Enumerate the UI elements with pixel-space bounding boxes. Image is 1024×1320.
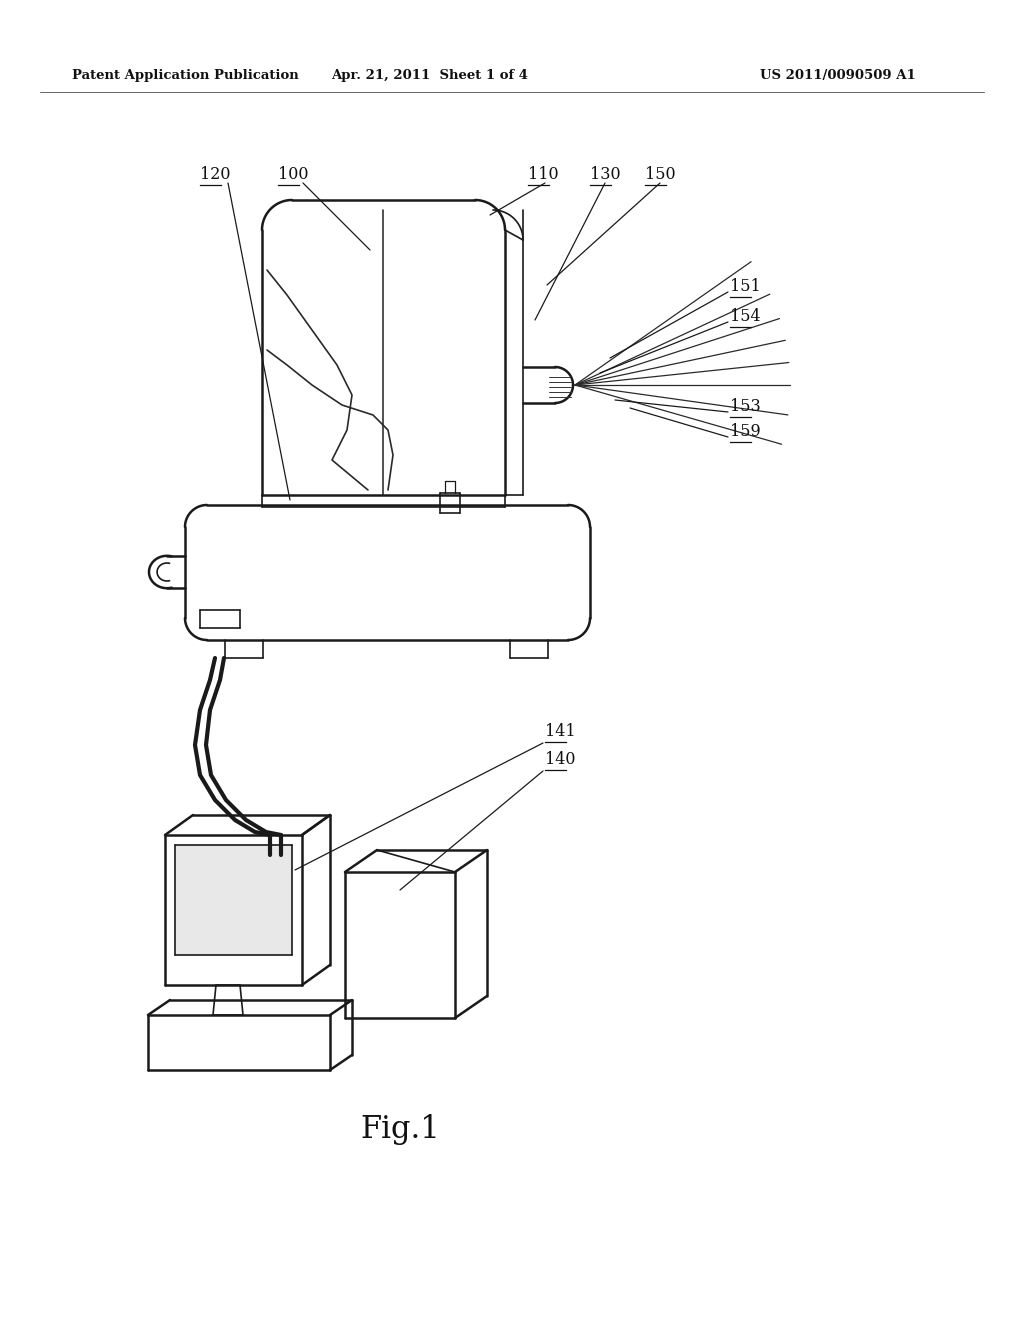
Bar — [175, 845, 292, 954]
Text: 140: 140 — [545, 751, 575, 768]
Text: Patent Application Publication: Patent Application Publication — [72, 69, 299, 82]
Text: Apr. 21, 2011  Sheet 1 of 4: Apr. 21, 2011 Sheet 1 of 4 — [332, 69, 528, 82]
Text: 150: 150 — [645, 166, 676, 183]
Text: 141: 141 — [545, 723, 575, 741]
Text: Fig.1: Fig.1 — [360, 1114, 440, 1144]
Text: 120: 120 — [200, 166, 230, 183]
Text: 151: 151 — [730, 279, 761, 294]
Text: 100: 100 — [278, 166, 308, 183]
Text: 110: 110 — [528, 166, 559, 183]
Text: 154: 154 — [730, 308, 761, 325]
Text: 130: 130 — [590, 166, 621, 183]
Text: 153: 153 — [730, 399, 761, 414]
Text: 159: 159 — [730, 422, 761, 440]
Text: US 2011/0090509 A1: US 2011/0090509 A1 — [760, 69, 915, 82]
